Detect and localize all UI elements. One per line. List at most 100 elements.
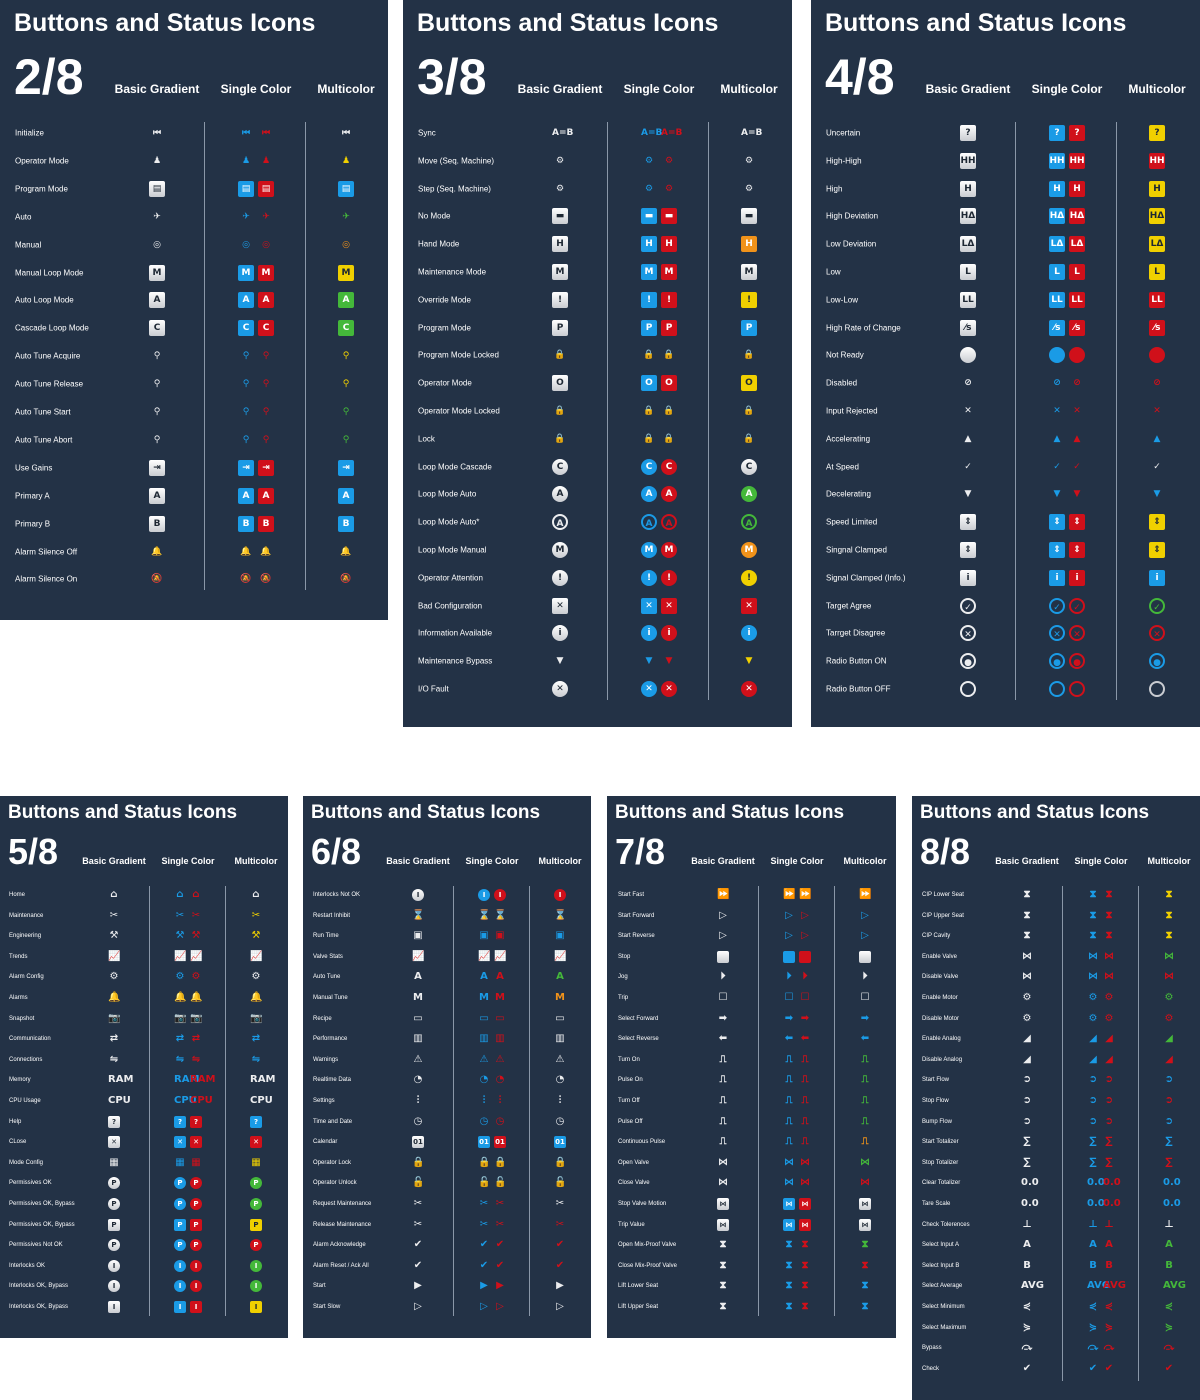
settings-icon[interactable]: ⫶ [416, 1095, 420, 1106]
release-maintenance-icon[interactable]: ✂ [555, 1218, 565, 1230]
low-low-icon[interactable]: LL [1069, 291, 1085, 308]
turn-off-icon[interactable]: ⎍ [801, 1095, 809, 1106]
override-mode-icon[interactable]: ! [641, 291, 657, 308]
radio-on-icon[interactable]: ● [1069, 653, 1085, 670]
cip-upper-seat-icon[interactable]: ⧗ [1165, 909, 1173, 921]
continuous-pulse-icon[interactable]: ⎍ [801, 1136, 809, 1148]
at-speed-icon[interactable]: ✓ [964, 461, 972, 472]
alarm-config-icon[interactable]: ⚙ [191, 971, 201, 983]
arrow-right-icon[interactable]: ➡ [860, 1012, 870, 1024]
select-average-icon[interactable]: AVG [1163, 1280, 1187, 1292]
radio-on-icon[interactable]: ● [1049, 653, 1065, 670]
interlocks-not-ok-icon[interactable]: I [412, 889, 424, 901]
select-input-a-icon[interactable]: A [1165, 1239, 1173, 1251]
run-time-icon[interactable]: ▣ [555, 930, 565, 942]
alarm-ack-icon[interactable]: ✔ [479, 1239, 489, 1251]
alarm-reset-icon[interactable]: ✔ [479, 1259, 489, 1271]
start-totalizer-icon[interactable]: ∑ [1105, 1136, 1113, 1148]
loop-cascade-icon[interactable]: C [661, 458, 677, 475]
start-flow-icon[interactable]: ➲ [1104, 1074, 1114, 1086]
signal-clamped-info-icon[interactable]: i [1049, 569, 1065, 586]
no-mode-icon[interactable]: ▬ [741, 208, 757, 225]
close-valve-icon[interactable]: ⋈ [718, 1177, 728, 1189]
enable-motor-icon[interactable]: ⚙ [1104, 992, 1114, 1003]
stop-totalizer-icon[interactable]: ∑ [1105, 1156, 1113, 1168]
lift-upper-seat-icon[interactable]: ⧗ [719, 1301, 727, 1312]
valve-stats-icon[interactable]: 📈 [494, 950, 507, 962]
primary-b-icon[interactable]: B [149, 515, 165, 532]
attention-icon[interactable]: ! [661, 569, 677, 586]
permissives-bypass-box-icon[interactable]: P [174, 1218, 186, 1231]
disable-analog-icon[interactable]: ◢ [1165, 1053, 1173, 1065]
tune-release-icon[interactable]: ⚲ [342, 379, 350, 390]
permissives-bypass-icon[interactable]: P [174, 1198, 186, 1210]
maintenance-mode-icon[interactable]: M [641, 264, 657, 280]
select-minimum-icon[interactable]: ⋞ [1088, 1301, 1098, 1312]
input-rejected-icon[interactable]: ✕ [1073, 406, 1081, 416]
accelerating-icon[interactable]: ▲ [1053, 433, 1061, 444]
decelerating-icon[interactable]: ▼ [964, 489, 972, 500]
disabled-icon[interactable]: ⊘ [1073, 378, 1081, 389]
signal-clamped-info-icon[interactable]: i [1149, 569, 1165, 586]
open-valve-icon[interactable]: ⋈ [860, 1156, 870, 1168]
start-fast-icon[interactable]: ⏩ [783, 889, 796, 900]
clear-totalizer-icon[interactable]: 0.0 [1021, 1177, 1039, 1189]
high-deviation-icon[interactable]: HΔ [1149, 208, 1165, 225]
high-deviation-icon[interactable]: HΔ [1049, 208, 1065, 225]
performance-icon[interactable]: ▥ [495, 1033, 505, 1045]
check-icon[interactable]: ✔ [1164, 1362, 1174, 1374]
help-icon[interactable]: ? [190, 1115, 202, 1128]
skip-back-icon[interactable]: ⏮ [261, 128, 271, 138]
realtime-icon[interactable]: ◔ [495, 1074, 505, 1086]
alarm-reset-icon[interactable]: ✔ [495, 1259, 505, 1271]
valve-stats-icon[interactable]: 📈 [554, 950, 567, 962]
operator-icon[interactable]: ♟ [261, 155, 271, 166]
info-icon[interactable]: i [552, 625, 568, 642]
permissives-ok-icon[interactable]: P [190, 1177, 202, 1190]
loop-cascade-icon[interactable]: C [552, 458, 568, 475]
high-icon[interactable]: H [1049, 180, 1065, 197]
start-forward-icon[interactable]: ▷ [719, 909, 727, 921]
permissives-bypass-icon[interactable]: P [190, 1198, 202, 1210]
select-minimum-icon[interactable]: ⋞ [1164, 1301, 1174, 1312]
loop-manual-icon[interactable]: M [552, 542, 568, 558]
disable-motor-icon[interactable]: ⚙ [1022, 1012, 1032, 1024]
not-ready-icon[interactable] [1049, 347, 1065, 364]
sync-icon[interactable]: A=B [552, 128, 574, 138]
cip-cavity-icon[interactable]: ⧗ [1023, 930, 1031, 942]
request-maintenance-icon[interactable]: ✂ [555, 1198, 565, 1209]
select-input-a-icon[interactable]: A [1023, 1239, 1031, 1251]
cip-cavity-icon[interactable]: ⧗ [1165, 930, 1173, 942]
tune-abort-icon[interactable]: ⚲ [262, 434, 270, 445]
maintenance-mode-icon[interactable]: M [552, 264, 568, 280]
rate-of-change-icon[interactable]: ⁄s [1049, 319, 1065, 336]
cascade-loop-icon[interactable]: C [258, 320, 274, 337]
operator-locked-icon[interactable]: 🔒 [554, 406, 566, 416]
camera-icon[interactable]: 📷 [174, 1012, 187, 1024]
warning-icon[interactable]: ⚠ [413, 1053, 423, 1065]
cip-lower-seat-icon[interactable]: ⧗ [1089, 889, 1097, 900]
enable-motor-icon[interactable]: ⚙ [1022, 992, 1032, 1003]
use-gains-icon[interactable]: ⇥ [238, 459, 254, 476]
program-mode-icon[interactable]: P [552, 319, 568, 336]
turn-on-icon[interactable]: ⎍ [719, 1053, 727, 1065]
arrow-right-icon[interactable]: ➡ [718, 1012, 728, 1024]
alarm-bell-icon[interactable]: 🔔 [240, 546, 252, 557]
auto-tune-icon[interactable]: A [496, 971, 504, 983]
start-reverse-icon[interactable]: ▷ [801, 930, 809, 942]
cascade-loop-icon[interactable]: C [238, 320, 254, 337]
permissives-bypass-box-icon[interactable]: P [250, 1218, 262, 1231]
calendar-icon[interactable]: 01 [412, 1136, 424, 1149]
stop-flow-icon[interactable]: ➲ [1022, 1095, 1032, 1106]
radio-on-icon[interactable]: ● [960, 653, 976, 670]
radio-off-icon[interactable] [1069, 681, 1085, 697]
steering-wheel-icon[interactable]: ◎ [262, 239, 270, 250]
connections-icon[interactable]: ⇋ [191, 1053, 201, 1065]
maintenance-bypass-icon[interactable]: ▼ [645, 656, 653, 667]
calendar-icon[interactable]: 01 [554, 1136, 566, 1149]
operator-unlock-icon[interactable]: 🔓 [494, 1177, 507, 1189]
open-valve-icon[interactable]: ⋈ [784, 1156, 794, 1168]
close-valve-icon[interactable]: ⋈ [800, 1177, 810, 1189]
lock-icon[interactable]: 🔒 [643, 433, 655, 444]
start-fast-icon[interactable]: ⏩ [717, 889, 730, 900]
